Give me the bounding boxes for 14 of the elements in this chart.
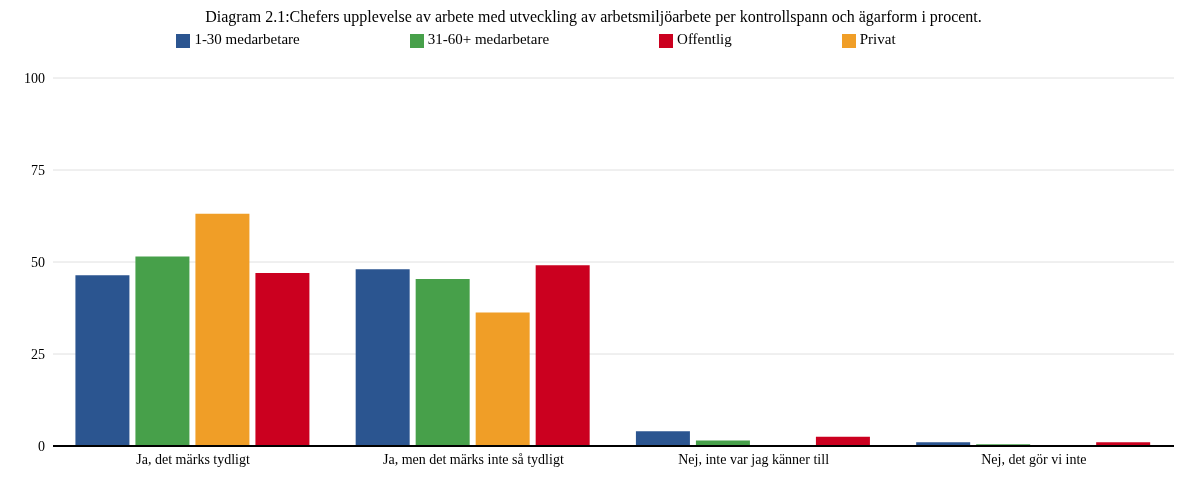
y-tick-label: 50 [31,254,45,270]
x-tick-label: Ja, men det märks inte så tydligt [382,451,564,467]
legend-label: Privat [859,31,896,47]
y-tick-label: 75 [31,162,45,178]
x-tick-label: Ja, det märks tydligt [136,451,250,467]
y-tick-label: 100 [24,70,45,86]
x-tick-label: Nej, inte var jag känner till [678,451,830,467]
y-tick-label: 0 [38,438,45,454]
legend-label: 1-30 medarbetare [194,31,300,47]
x-tick-label: Nej, det gör vi inte [981,451,1087,467]
chart-title: Diagram 2.1:Chefers upplevelse av arbete med utveckling av arbetsmiljöarbete per kontrollspann och ägarform i procent. [204,8,983,26]
y-tick-label: 25 [31,346,45,362]
legend-label: 31-60+ medarbetare [427,31,550,47]
legend-label: Offentlig [677,31,732,47]
